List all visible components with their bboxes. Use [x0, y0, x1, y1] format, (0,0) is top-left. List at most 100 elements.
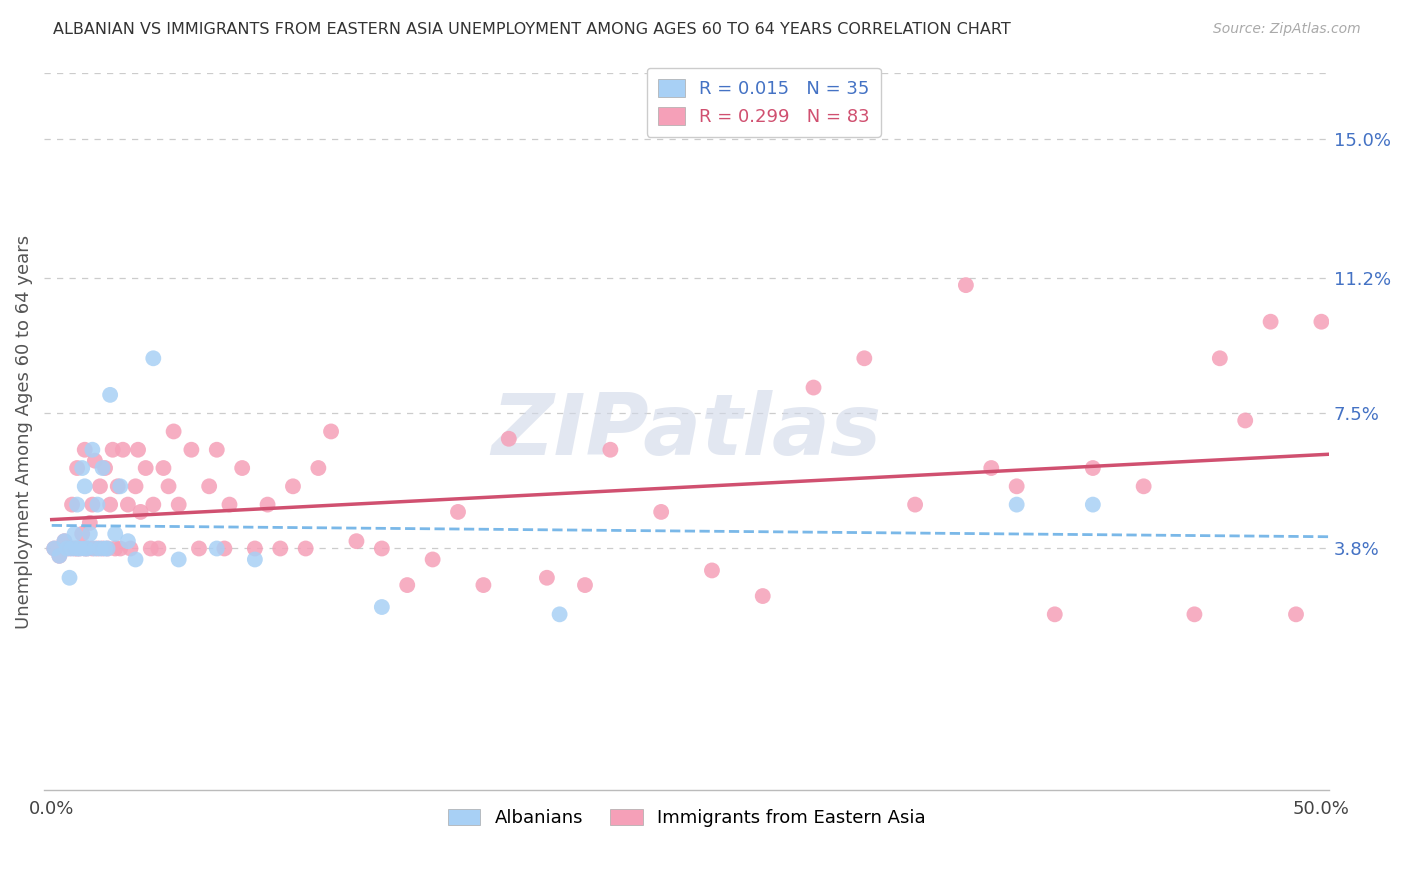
Point	[86, 498, 108, 512]
Point	[91, 461, 114, 475]
Point	[139, 541, 162, 556]
Point	[1081, 461, 1104, 475]
Point	[1043, 607, 1066, 622]
Point	[58, 571, 80, 585]
Point	[76, 541, 98, 556]
Point	[58, 541, 80, 556]
Point	[107, 479, 129, 493]
Point	[371, 600, 394, 615]
Point	[97, 541, 120, 556]
Point	[127, 442, 149, 457]
Point	[205, 541, 228, 556]
Point	[536, 571, 558, 585]
Point	[89, 479, 111, 493]
Point	[101, 442, 124, 457]
Point	[243, 552, 266, 566]
Point	[83, 541, 105, 556]
Point	[548, 607, 571, 622]
Point	[73, 541, 96, 556]
Point	[1184, 607, 1206, 622]
Point	[396, 578, 419, 592]
Point	[76, 541, 98, 556]
Point	[371, 541, 394, 556]
Point	[120, 541, 142, 556]
Point	[110, 541, 132, 556]
Point	[498, 432, 520, 446]
Point	[1234, 413, 1257, 427]
Point	[91, 541, 114, 556]
Y-axis label: Unemployment Among Ages 60 to 64 years: Unemployment Among Ages 60 to 64 years	[15, 235, 32, 629]
Point	[422, 552, 444, 566]
Point	[48, 549, 70, 563]
Point	[73, 442, 96, 457]
Point	[1310, 315, 1333, 329]
Point	[152, 461, 174, 475]
Text: Source: ZipAtlas.com: Source: ZipAtlas.com	[1213, 22, 1361, 37]
Point	[157, 479, 180, 493]
Point	[66, 541, 89, 556]
Point	[117, 498, 139, 512]
Point	[700, 564, 723, 578]
Point	[69, 541, 91, 556]
Point	[98, 498, 121, 512]
Point	[82, 442, 104, 457]
Point	[955, 278, 977, 293]
Point	[231, 461, 253, 475]
Point	[218, 498, 240, 512]
Point	[167, 498, 190, 512]
Point	[980, 461, 1002, 475]
Point	[66, 498, 89, 512]
Point	[599, 442, 621, 457]
Point	[129, 505, 152, 519]
Point	[44, 541, 66, 556]
Point	[79, 516, 101, 530]
Point	[904, 498, 927, 512]
Point	[70, 527, 93, 541]
Point	[56, 541, 79, 556]
Point	[853, 351, 876, 366]
Point	[205, 442, 228, 457]
Point	[94, 541, 117, 556]
Point	[60, 498, 83, 512]
Point	[307, 461, 329, 475]
Legend: Albanians, Immigrants from Eastern Asia: Albanians, Immigrants from Eastern Asia	[440, 802, 932, 835]
Point	[79, 527, 101, 541]
Point	[574, 578, 596, 592]
Point	[1132, 479, 1154, 493]
Point	[69, 541, 91, 556]
Point	[214, 541, 236, 556]
Point	[142, 498, 165, 512]
Point	[1260, 315, 1282, 329]
Point	[346, 534, 368, 549]
Point	[650, 505, 672, 519]
Point	[319, 425, 342, 439]
Point	[117, 534, 139, 549]
Point	[167, 552, 190, 566]
Point	[162, 425, 184, 439]
Point	[1081, 498, 1104, 512]
Point	[751, 589, 773, 603]
Text: ALBANIAN VS IMMIGRANTS FROM EASTERN ASIA UNEMPLOYMENT AMONG AGES 60 TO 64 YEARS : ALBANIAN VS IMMIGRANTS FROM EASTERN ASIA…	[53, 22, 1011, 37]
Point	[111, 442, 134, 457]
Point	[198, 479, 221, 493]
Point	[1005, 479, 1028, 493]
Point	[294, 541, 316, 556]
Point	[66, 541, 89, 556]
Point	[243, 541, 266, 556]
Point	[1209, 351, 1232, 366]
Point	[63, 541, 86, 556]
Point	[256, 498, 278, 512]
Point	[180, 442, 202, 457]
Point	[281, 479, 304, 493]
Point	[63, 527, 86, 541]
Point	[142, 351, 165, 366]
Point	[98, 388, 121, 402]
Point	[104, 527, 127, 541]
Point	[124, 552, 146, 566]
Point	[1005, 498, 1028, 512]
Point	[104, 541, 127, 556]
Point	[60, 541, 83, 556]
Point	[53, 534, 76, 549]
Point	[1285, 607, 1308, 622]
Point	[97, 541, 120, 556]
